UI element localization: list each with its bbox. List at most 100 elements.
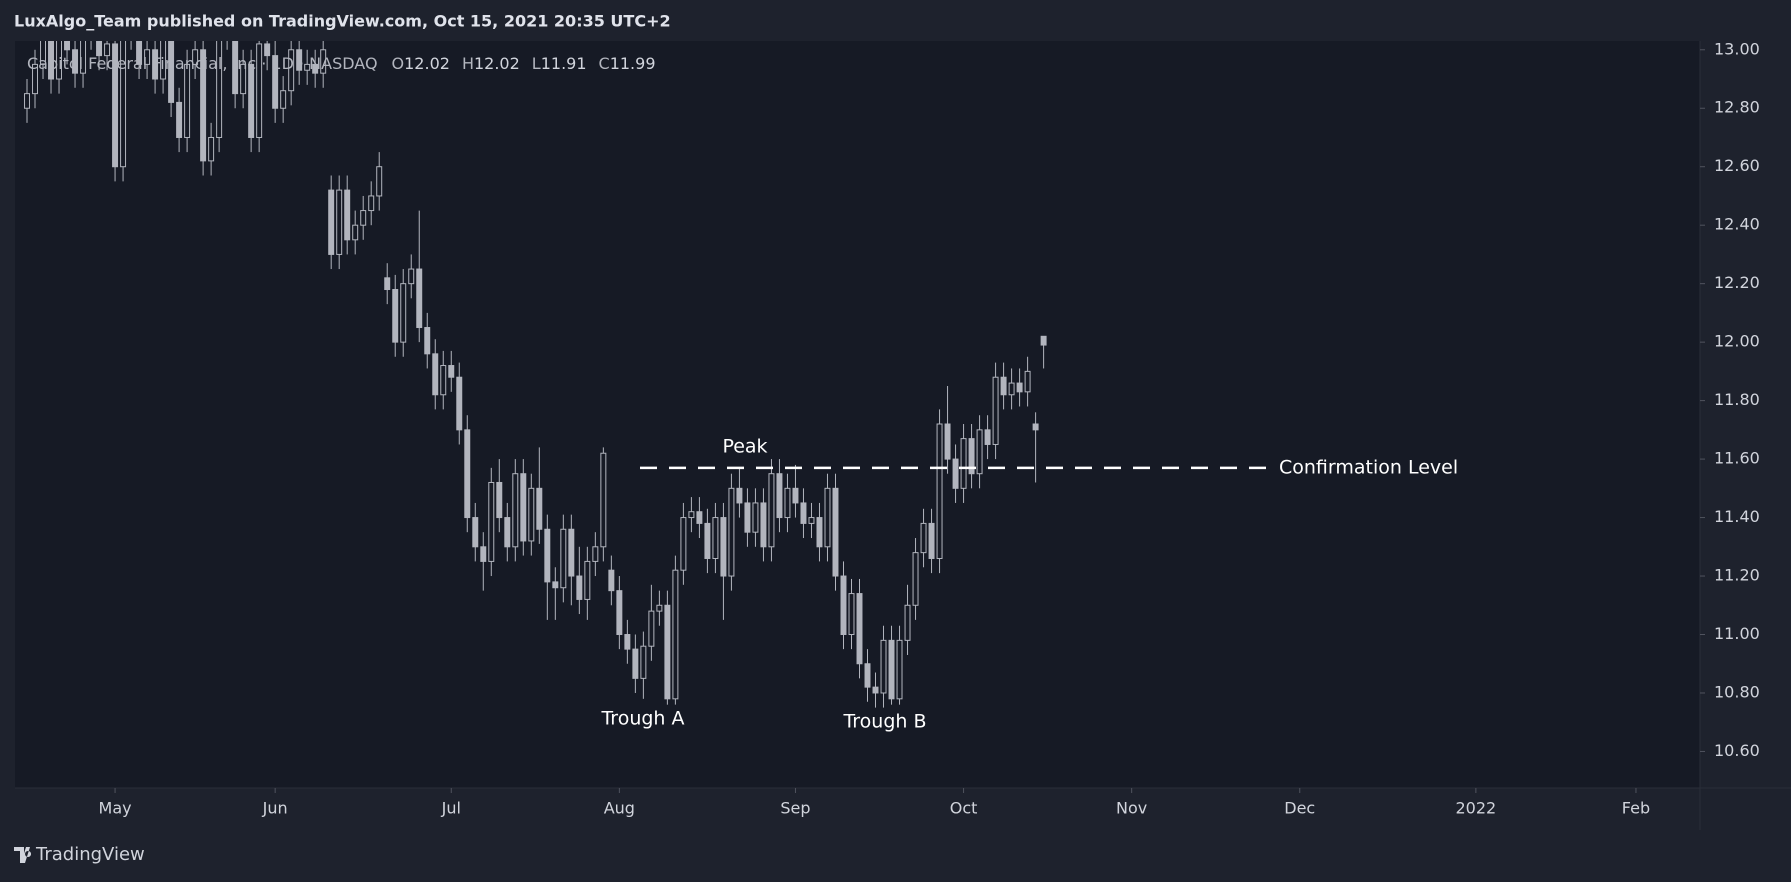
- candle-body: [1040, 335, 1047, 346]
- symbol-name: Capitol Federal Financial, Inc · 1D · NA…: [27, 54, 378, 73]
- candle-body: [480, 546, 487, 562]
- ohlc-value: 11.91: [541, 54, 587, 73]
- candle-body: [704, 522, 711, 559]
- candle-body: [200, 49, 207, 162]
- publisher-line: LuxAlgo_Team published on TradingView.co…: [14, 12, 671, 31]
- candle-body: [24, 93, 30, 109]
- candle-body: [1008, 382, 1015, 396]
- candle-body: [464, 429, 471, 519]
- candle-body: [536, 487, 543, 530]
- candle-body: [136, 41, 143, 65]
- candle-body: [656, 604, 663, 612]
- ohlc-value: 11.99: [610, 54, 656, 73]
- candle-body: [816, 517, 823, 548]
- y-tick-label: 12.40: [1714, 215, 1760, 234]
- candle-body: [208, 136, 215, 162]
- candle-body: [296, 49, 303, 71]
- candle-body: [160, 41, 167, 80]
- candle-body: [840, 575, 847, 636]
- candle-body: [800, 502, 807, 524]
- candle-body: [864, 663, 871, 688]
- candle-body: [784, 487, 791, 519]
- candle-body: [552, 581, 559, 589]
- candle-body: [328, 189, 335, 255]
- ohlc-key: C: [599, 54, 610, 73]
- candle-body: [32, 63, 38, 95]
- candle-body: [144, 49, 151, 65]
- candle-body: [96, 41, 103, 57]
- candle-body: [592, 546, 599, 562]
- y-tick-label: 12.80: [1714, 98, 1760, 117]
- candle-body: [1000, 376, 1007, 396]
- candle-body: [264, 43, 271, 57]
- confirmation-label: Confirmation Level: [1279, 456, 1458, 478]
- candle-body: [760, 502, 767, 548]
- candle-body: [872, 686, 879, 694]
- candle-body: [664, 604, 671, 700]
- candle-body: [752, 502, 759, 533]
- candle-body: [576, 575, 583, 600]
- brand-name: TradingView: [35, 844, 145, 865]
- candle-body: [896, 639, 903, 700]
- candle-body: [280, 90, 287, 109]
- candle-body: [968, 438, 975, 475]
- candle-body: [240, 63, 247, 95]
- candle-body: [624, 634, 631, 650]
- candle-body: [832, 487, 839, 577]
- candle-body: [456, 376, 463, 431]
- candle-body: [112, 43, 119, 168]
- candle-body: [520, 473, 527, 542]
- x-tick-label: May: [99, 799, 132, 818]
- y-tick-label: 11.00: [1714, 624, 1760, 643]
- candle-body: [304, 63, 311, 71]
- peak-label: Peak: [722, 436, 767, 458]
- candle-body: [616, 590, 623, 636]
- candle-body: [496, 481, 503, 519]
- y-tick-label: 12.60: [1714, 156, 1760, 175]
- y-tick-label: 12.00: [1714, 332, 1760, 351]
- candle-body: [80, 41, 87, 74]
- candle-body: [744, 502, 751, 533]
- candle-body: [600, 452, 607, 548]
- candle-body: [688, 511, 695, 519]
- candle-body: [1016, 382, 1023, 393]
- ohlc-key: O: [392, 54, 405, 73]
- candle-body: [936, 423, 943, 559]
- plot-area: [15, 41, 1700, 788]
- candle-body: [640, 645, 647, 679]
- candle-body: [216, 41, 223, 138]
- ohlc-value: 12.02: [474, 54, 520, 73]
- candle-body: [848, 593, 855, 636]
- candle-body: [48, 41, 55, 80]
- trough-b-label: Trough B: [842, 711, 926, 733]
- symbol-legend: Capitol Federal Financial, Inc · 1D · NA…: [27, 54, 656, 73]
- candle-body: [168, 41, 175, 103]
- candle-body: [440, 365, 447, 396]
- candle-body: [416, 268, 423, 329]
- ohlc-key: H: [462, 54, 474, 73]
- candle-body: [960, 438, 967, 489]
- candle-body: [120, 41, 127, 168]
- candle-body: [248, 63, 255, 138]
- candle-body: [424, 327, 431, 355]
- candle-body: [192, 49, 199, 65]
- x-tick-label: Jul: [441, 799, 461, 818]
- brand: TradingView: [14, 844, 145, 865]
- candle-body: [528, 487, 535, 542]
- candle-body: [584, 560, 591, 600]
- x-tick-label: Aug: [604, 799, 635, 818]
- overlay: 10.60 10.80 11.00 11.20 11.40 11.60 11.80 12.00…: [27, 39, 1760, 817]
- candle-body: [152, 49, 159, 80]
- candle-body: [320, 49, 327, 74]
- x-tick-label: Dec: [1284, 799, 1315, 818]
- candle-body: [648, 610, 655, 647]
- candle-body: [312, 63, 319, 74]
- x-tick-label: Oct: [950, 799, 978, 818]
- candle-body: [64, 41, 71, 51]
- x-tick-label: Sep: [780, 799, 810, 818]
- y-tick-label: 12.20: [1714, 273, 1760, 292]
- y-tick-label: 10.80: [1714, 682, 1760, 701]
- x-tick-label: Feb: [1622, 799, 1650, 818]
- candle-body: [720, 517, 727, 577]
